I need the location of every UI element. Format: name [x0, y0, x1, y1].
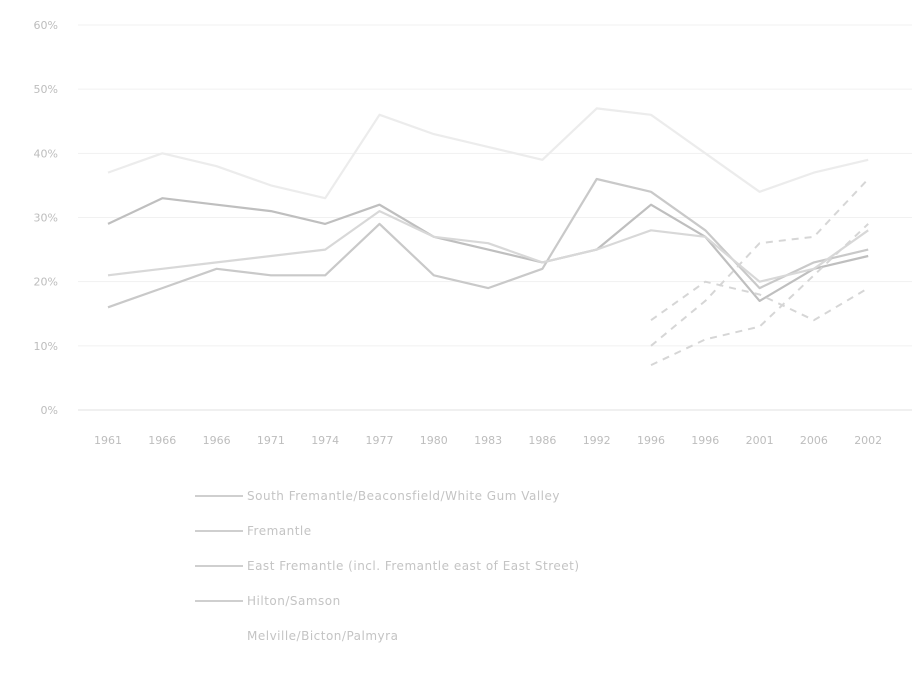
series-line-1	[107, 197, 869, 302]
legend-label: East Fremantle (incl. Fremantle east of …	[247, 558, 580, 573]
x-tick-label: 2002	[854, 434, 882, 447]
gridlines	[78, 24, 912, 411]
y-tick-label: 40%	[34, 147, 58, 160]
legend-label: Fremantle	[247, 523, 312, 538]
series-line-2	[107, 107, 869, 200]
x-tick-label: 1980	[420, 434, 448, 447]
y-tick-label: 10%	[34, 340, 58, 353]
legend-item-south-fremantle: South Fremantle/Beaconsfield/White Gum V…	[195, 478, 580, 513]
x-tick-label: 1992	[583, 434, 611, 447]
x-tick-label: 1974	[311, 434, 339, 447]
legend-swatch	[195, 494, 243, 497]
legend-swatch	[195, 635, 243, 637]
legend-swatch	[195, 564, 243, 567]
legend-item-fremantle: Fremantle	[195, 513, 580, 548]
legend: South Fremantle/Beaconsfield/White Gum V…	[195, 478, 580, 653]
series-line-5	[650, 223, 869, 367]
x-tick-label: 1971	[257, 434, 285, 447]
legend-label: Melville/Bicton/Palmyra	[247, 628, 399, 643]
y-tick-label: 0%	[41, 404, 58, 417]
legend-label: Hilton/Samson	[247, 593, 341, 608]
legend-item-east-fremantle: East Fremantle (incl. Fremantle east of …	[195, 548, 580, 583]
line-chart: 0% 10% 20% 30% 40% 50% 60% 1961 1966 1966 1971 197…	[34, 19, 912, 447]
series-line-0	[107, 177, 869, 309]
plot-area	[107, 107, 869, 367]
legend-swatch	[195, 599, 243, 602]
series-line-6	[650, 280, 869, 322]
y-axis: 0% 10% 20% 30% 40% 50% 60%	[34, 19, 58, 417]
x-tick-label: 1961	[94, 434, 122, 447]
x-tick-label: 2006	[800, 434, 828, 447]
y-tick-label: 50%	[34, 83, 58, 96]
x-tick-label: 1983	[474, 434, 502, 447]
x-tick-label: 1966	[148, 434, 176, 447]
legend-label: South Fremantle/Beaconsfield/White Gum V…	[247, 488, 560, 503]
series-line-3	[107, 210, 869, 283]
x-tick-label: 1996	[691, 434, 719, 447]
series-line-4	[650, 178, 869, 347]
legend-swatch	[195, 529, 243, 532]
x-tick-label: 1966	[203, 434, 231, 447]
x-axis: 1961 1966 1966 1971 1974 1977 1980 1983 1986 1992…	[94, 434, 882, 447]
x-tick-label: 1977	[366, 434, 394, 447]
legend-item-melville-bicton-palmyra: Melville/Bicton/Palmyra	[195, 618, 580, 653]
x-tick-label: 2001	[746, 434, 774, 447]
legend-item-hilton-samson: Hilton/Samson	[195, 583, 580, 618]
x-tick-label: 1996	[637, 434, 665, 447]
y-tick-label: 30%	[34, 212, 58, 225]
y-tick-label: 20%	[34, 276, 58, 289]
y-tick-label: 60%	[34, 19, 58, 32]
x-tick-label: 1986	[528, 434, 556, 447]
